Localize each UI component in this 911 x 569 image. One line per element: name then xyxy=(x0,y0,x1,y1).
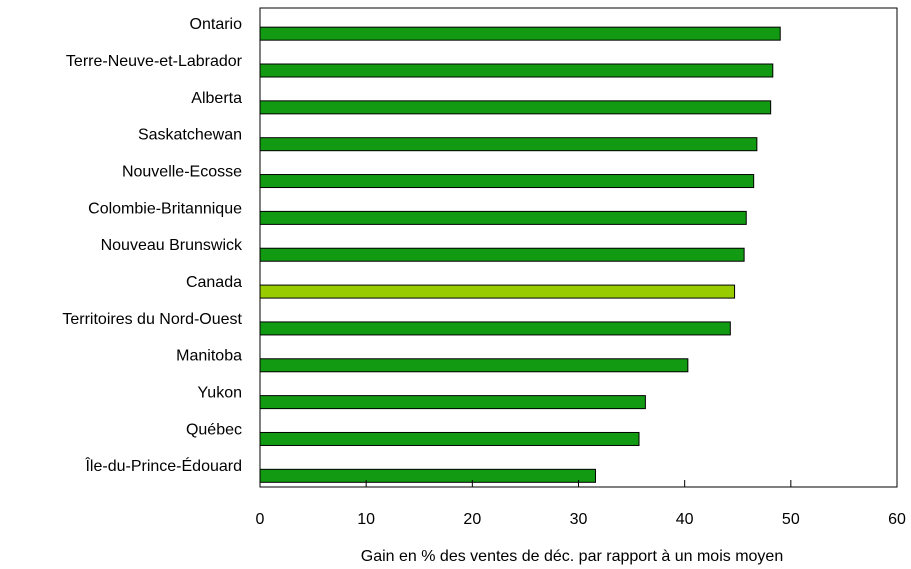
x-tick-label: 60 xyxy=(888,511,906,528)
category-label: Ontario xyxy=(190,16,243,33)
bar-canada xyxy=(259,284,736,299)
bar-qu-bec xyxy=(259,431,640,446)
category-label: Canada xyxy=(186,274,242,291)
bar-saskatchewan xyxy=(259,137,758,152)
category-label: Nouvelle-Ecosse xyxy=(122,163,242,180)
bar-manitoba xyxy=(259,358,689,373)
bar-colombie-britannique xyxy=(259,210,747,225)
category-label: Territoires du Nord-Ouest xyxy=(62,311,242,328)
category-label: Île-du-Prince-Édouard xyxy=(84,456,242,475)
x-tick-label: 20 xyxy=(463,511,481,528)
bar-nouvelle-ecosse xyxy=(259,174,755,189)
bar-territoires-du-nord-ouest xyxy=(259,321,731,336)
x-tick-label: 0 xyxy=(256,511,265,528)
x-tick-label: 40 xyxy=(676,511,694,528)
category-label: Manitoba xyxy=(176,348,242,365)
category-label: Colombie-Britannique xyxy=(88,200,242,217)
bar-alberta xyxy=(259,100,772,115)
bar--le-du-prince-douard xyxy=(259,468,596,483)
category-label: Alberta xyxy=(191,90,242,107)
category-label: Yukon xyxy=(198,385,242,402)
bar-terre-neuve-et-labrador xyxy=(259,63,774,78)
category-label: Québec xyxy=(186,421,242,438)
bars-group xyxy=(259,26,781,483)
bar-nouveau-brunswick xyxy=(259,247,745,262)
x-tick-label: 30 xyxy=(570,511,588,528)
category-label: Saskatchewan xyxy=(138,127,242,144)
category-label: Nouveau Brunswick xyxy=(101,237,243,254)
x-axis-title: Gain en % des ventes de déc. par rapport… xyxy=(361,548,783,565)
category-label: Terre-Neuve-et-Labrador xyxy=(66,53,243,70)
category-labels: Ontario Terre-Neuve-et-Labrador Alberta Sas… xyxy=(62,16,243,475)
x-tick-label: 10 xyxy=(357,511,375,528)
plot-frame xyxy=(259,7,898,488)
x-axis-ticks: 0 10 20 30 40 50 60 xyxy=(256,480,906,528)
x-tick-label: 50 xyxy=(782,511,800,528)
bar-yukon xyxy=(259,395,646,410)
bar-ontario xyxy=(259,26,781,41)
